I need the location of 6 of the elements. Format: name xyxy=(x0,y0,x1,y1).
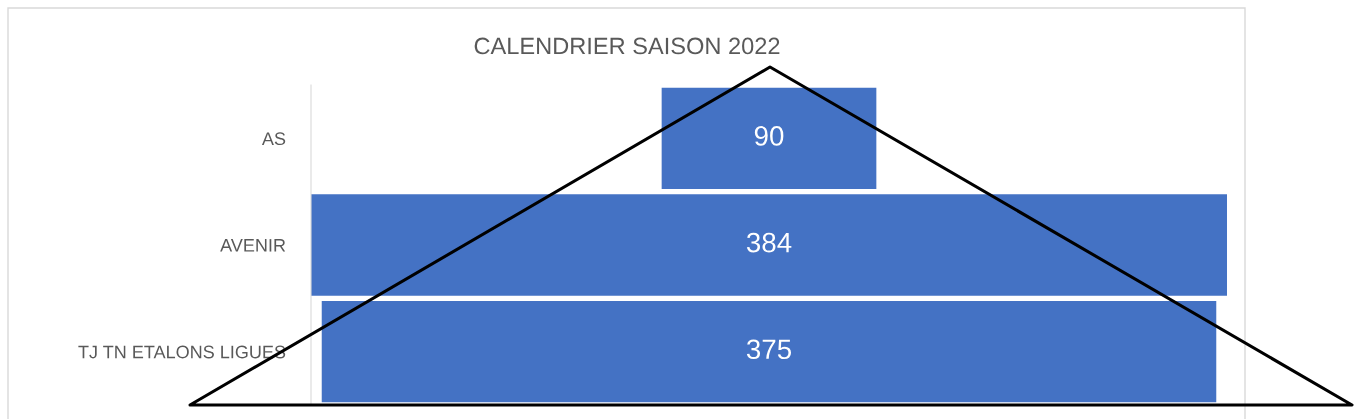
data-label: 375 xyxy=(746,339,792,360)
category-label: AS xyxy=(261,132,286,146)
data-label: 384 xyxy=(746,232,792,253)
data-label: 90 xyxy=(754,126,784,146)
text: CALENDRIER SAISON 2022 xyxy=(474,37,780,55)
category-label: AVENIR xyxy=(220,239,286,252)
